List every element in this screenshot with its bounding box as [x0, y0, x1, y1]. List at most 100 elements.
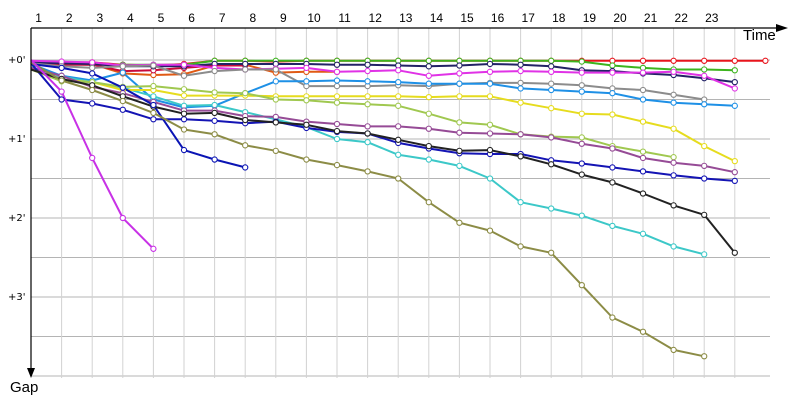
data-point [119, 69, 126, 76]
data-point [639, 190, 647, 197]
data-point [150, 93, 157, 100]
data-point [670, 154, 677, 161]
data-point [425, 110, 432, 117]
data-point [731, 67, 738, 74]
data-point [89, 154, 96, 162]
series-lines [30, 59, 766, 358]
data-point [303, 156, 310, 163]
data-point [639, 328, 647, 335]
data-point [456, 70, 463, 77]
data-point [272, 96, 279, 103]
x-tick-label: 10 [307, 11, 321, 25]
data-point [548, 249, 555, 256]
data-point [517, 131, 524, 138]
data-point [456, 219, 463, 226]
data-point [211, 117, 218, 124]
data-point [150, 245, 157, 252]
data-point [211, 109, 218, 117]
data-point [701, 211, 708, 218]
series-line [30, 68, 674, 159]
data-point [486, 130, 494, 137]
data-point [211, 89, 218, 96]
x-tick-label: 13 [399, 11, 413, 25]
data-point [639, 96, 647, 103]
data-point [701, 142, 708, 150]
data-point [211, 131, 218, 138]
data-point [211, 101, 218, 109]
data-point [456, 119, 463, 126]
data-point [609, 179, 616, 186]
series-line [30, 68, 736, 254]
data-point [333, 82, 341, 90]
data-point [548, 57, 555, 64]
data-point [456, 162, 463, 170]
data-point [395, 123, 402, 130]
data-point [517, 243, 524, 250]
data-point [364, 101, 371, 108]
data-point [701, 101, 708, 108]
data-point [639, 168, 647, 175]
data-point [364, 130, 371, 137]
x-tick-label: 7 [219, 11, 226, 25]
x-tick-label: 12 [369, 11, 383, 25]
data-point [609, 145, 616, 152]
data-point [731, 157, 738, 165]
data-point [578, 110, 585, 117]
data-point [395, 102, 402, 109]
x-tick-label: 21 [644, 11, 658, 25]
data-point [456, 62, 463, 69]
data-point [578, 134, 585, 141]
data-point [242, 66, 249, 73]
x-tick-label: 14 [430, 11, 444, 25]
series-line [30, 66, 736, 174]
data-point [548, 161, 555, 168]
data-point [119, 84, 126, 91]
data-point [578, 171, 585, 178]
x-tick-label: 15 [460, 11, 474, 25]
data-point [180, 146, 188, 154]
data-point [517, 99, 524, 106]
x-axis-title: Time [743, 27, 776, 44]
data-point [272, 78, 279, 85]
data-point [670, 159, 677, 166]
x-tick-label: 18 [552, 11, 566, 25]
data-point [303, 78, 310, 85]
data-point [731, 249, 738, 256]
data-point [89, 59, 96, 66]
data-point [180, 126, 188, 133]
series-line [30, 62, 735, 182]
data-point [578, 160, 585, 167]
x-tick-label: 3 [96, 11, 103, 25]
data-point [242, 90, 249, 97]
x-tick-label: 16 [491, 11, 505, 25]
data-point [486, 121, 494, 128]
data-point [609, 314, 616, 321]
data-point [670, 91, 677, 98]
data-point [701, 162, 708, 170]
data-point [731, 177, 738, 185]
x-tick-label: 20 [613, 11, 627, 25]
data-point [731, 78, 738, 86]
data-point [89, 70, 96, 77]
data-point [425, 156, 432, 163]
x-tick-label: 23 [705, 11, 719, 25]
data-point [486, 80, 494, 87]
data-point [548, 105, 555, 112]
data-point [701, 353, 708, 360]
data-point [364, 123, 371, 130]
data-point [609, 222, 616, 230]
data-point [333, 93, 341, 100]
data-point [578, 88, 585, 95]
series-line [30, 63, 246, 169]
x-tick-label: 1 [35, 11, 42, 25]
data-point [58, 88, 65, 95]
data-point [180, 72, 188, 79]
data-point [180, 61, 188, 68]
data-point [609, 62, 616, 69]
data-point [364, 139, 371, 146]
data-point [395, 67, 402, 74]
data-point [395, 93, 402, 100]
data-point [548, 205, 555, 212]
data-point [670, 202, 677, 209]
data-point [89, 86, 96, 94]
